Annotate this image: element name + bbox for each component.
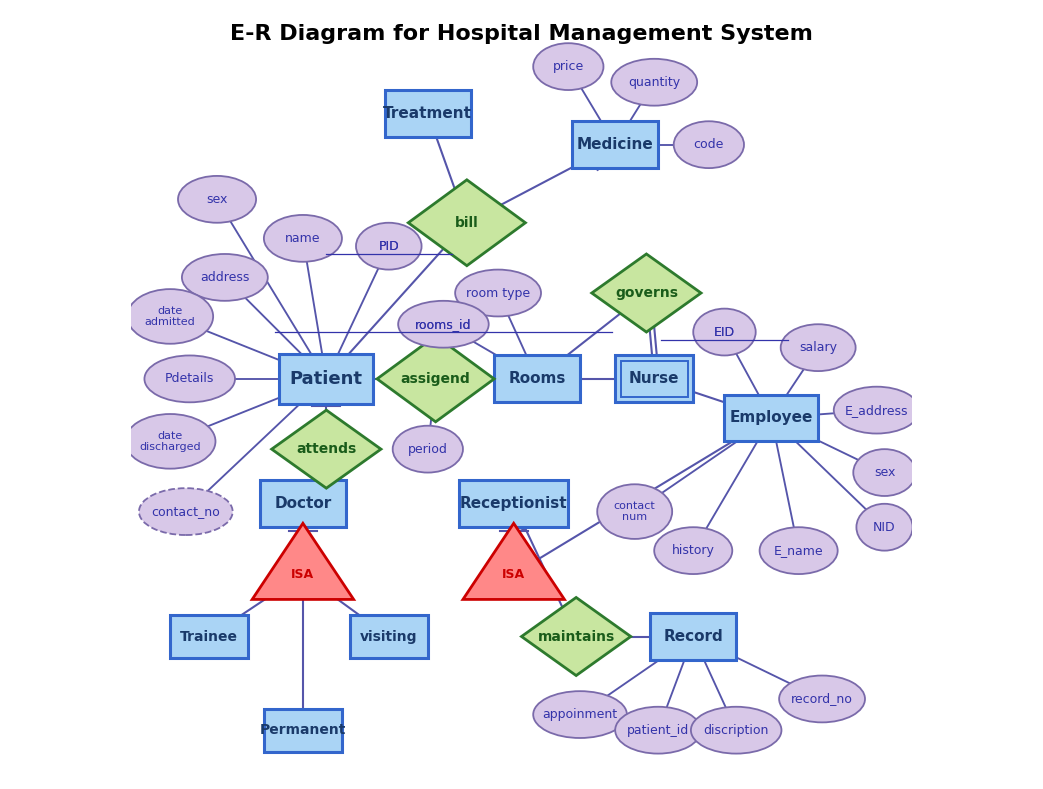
Polygon shape: [522, 597, 631, 675]
Ellipse shape: [178, 176, 257, 222]
Text: visiting: visiting: [360, 630, 417, 644]
Text: salary: salary: [799, 341, 838, 354]
FancyBboxPatch shape: [264, 709, 342, 752]
Text: Treatment: Treatment: [384, 106, 472, 121]
Ellipse shape: [654, 527, 732, 574]
Text: PID: PID: [379, 240, 399, 252]
Polygon shape: [252, 523, 354, 600]
Text: date
discharged: date discharged: [140, 431, 201, 452]
Ellipse shape: [690, 707, 781, 753]
Ellipse shape: [615, 707, 701, 753]
Text: contact_no: contact_no: [151, 505, 220, 518]
Text: appoinment: appoinment: [542, 708, 617, 721]
FancyBboxPatch shape: [459, 481, 568, 527]
Text: NID: NID: [873, 521, 896, 533]
Text: sex: sex: [874, 466, 895, 479]
Text: ISA: ISA: [291, 567, 315, 581]
Text: maintains: maintains: [537, 630, 614, 644]
Ellipse shape: [856, 504, 913, 551]
Text: Trainee: Trainee: [180, 630, 238, 644]
FancyBboxPatch shape: [349, 615, 428, 658]
Ellipse shape: [264, 215, 342, 262]
Ellipse shape: [853, 449, 916, 496]
Polygon shape: [463, 523, 564, 600]
Text: E-R Diagram for Hospital Management System: E-R Diagram for Hospital Management Syst…: [231, 24, 812, 43]
Text: Pdetails: Pdetails: [165, 372, 215, 385]
Text: discription: discription: [703, 724, 769, 737]
Text: EID: EID: [713, 326, 735, 338]
Text: assigend: assigend: [401, 372, 470, 386]
FancyBboxPatch shape: [615, 356, 694, 402]
FancyBboxPatch shape: [650, 613, 736, 660]
Polygon shape: [591, 254, 701, 332]
Ellipse shape: [780, 324, 855, 371]
Text: attends: attends: [296, 442, 357, 456]
Text: date
admitted: date admitted: [145, 305, 196, 327]
Text: Rooms: Rooms: [508, 372, 565, 387]
Text: history: history: [672, 544, 714, 557]
Ellipse shape: [181, 254, 268, 301]
Polygon shape: [408, 180, 526, 266]
Polygon shape: [271, 410, 381, 488]
FancyBboxPatch shape: [385, 90, 470, 136]
Text: Doctor: Doctor: [274, 496, 332, 511]
Ellipse shape: [674, 122, 744, 168]
Text: EID: EID: [713, 326, 735, 338]
Text: rooms_id: rooms_id: [415, 318, 471, 331]
Ellipse shape: [398, 301, 489, 348]
Ellipse shape: [611, 59, 697, 106]
Text: sex: sex: [207, 193, 227, 206]
Text: Permanent: Permanent: [260, 724, 346, 737]
Text: record_no: record_no: [792, 693, 853, 705]
Text: E_address: E_address: [845, 404, 908, 417]
Text: Employee: Employee: [730, 410, 812, 425]
Ellipse shape: [533, 691, 627, 738]
Text: room type: room type: [466, 286, 530, 300]
Text: E_name: E_name: [774, 544, 824, 557]
Ellipse shape: [393, 426, 463, 473]
Text: address: address: [200, 271, 249, 284]
Text: period: period: [408, 443, 447, 455]
FancyBboxPatch shape: [573, 122, 658, 168]
Text: Receptionist: Receptionist: [460, 496, 567, 511]
FancyBboxPatch shape: [170, 615, 248, 658]
FancyBboxPatch shape: [494, 356, 580, 402]
Ellipse shape: [833, 387, 920, 433]
Text: PID: PID: [379, 240, 399, 252]
Text: Medicine: Medicine: [577, 137, 654, 152]
Text: quantity: quantity: [628, 76, 680, 88]
Text: rooms_id: rooms_id: [415, 318, 471, 331]
Ellipse shape: [759, 527, 838, 574]
Ellipse shape: [144, 356, 235, 402]
FancyBboxPatch shape: [725, 394, 818, 441]
Text: bill: bill: [455, 215, 479, 230]
Text: ISA: ISA: [502, 567, 526, 581]
FancyBboxPatch shape: [260, 481, 346, 527]
Text: price: price: [553, 60, 584, 73]
Text: patient_id: patient_id: [627, 724, 689, 737]
Ellipse shape: [533, 43, 604, 90]
Ellipse shape: [455, 270, 541, 316]
Polygon shape: [378, 336, 494, 422]
Ellipse shape: [356, 222, 421, 270]
Ellipse shape: [127, 289, 213, 344]
Text: code: code: [694, 138, 724, 151]
Text: name: name: [285, 232, 320, 245]
FancyBboxPatch shape: [280, 353, 373, 404]
Ellipse shape: [139, 488, 233, 535]
Text: Patient: Patient: [290, 370, 363, 388]
Text: Record: Record: [663, 629, 723, 644]
Text: governs: governs: [615, 286, 678, 300]
Text: contact
num: contact num: [614, 501, 656, 522]
Ellipse shape: [598, 484, 672, 539]
Text: Nurse: Nurse: [629, 372, 679, 387]
Ellipse shape: [125, 414, 216, 469]
Ellipse shape: [694, 308, 756, 356]
Ellipse shape: [779, 675, 865, 723]
